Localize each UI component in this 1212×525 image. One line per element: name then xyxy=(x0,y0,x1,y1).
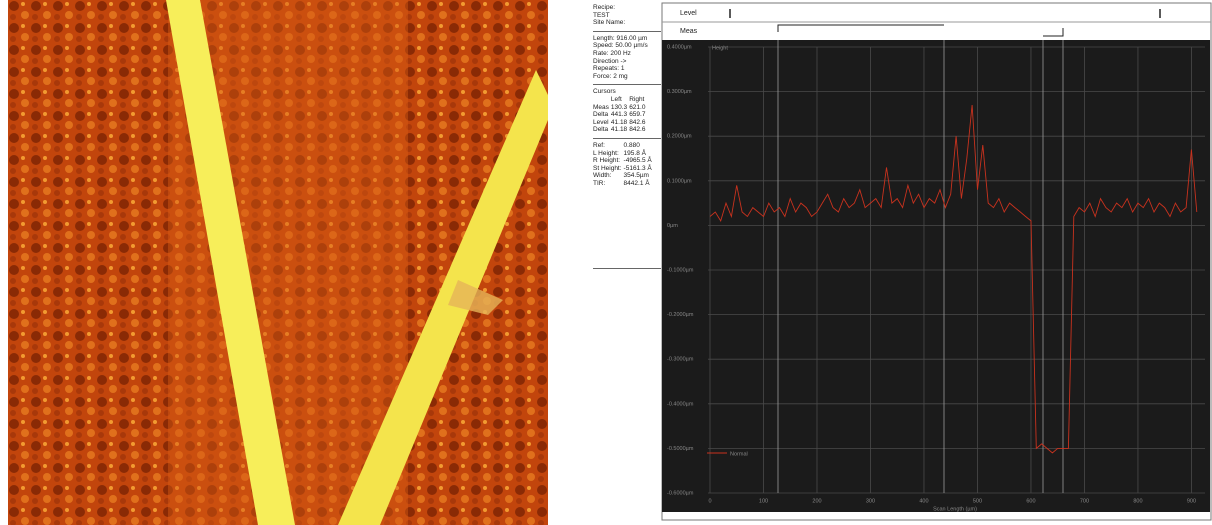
x-tick-label: 800 xyxy=(1133,498,1142,504)
y-tick-label: -0.4000µm xyxy=(667,401,694,407)
y-tick-label: -0.1000µm xyxy=(667,267,694,273)
x-tick-label: 900 xyxy=(1187,498,1196,504)
y-tick-label: 0.2000µm xyxy=(667,134,692,140)
y-tick-label: -0.2000µm xyxy=(667,312,694,318)
x-tick-label: 100 xyxy=(759,498,768,504)
y-tick-label: -0.5000µm xyxy=(667,446,694,452)
profile-chart: Level Meas 0.4000µm 0.3000µm 0.2000µm 0.100… xyxy=(0,0,1212,525)
x-axis-label: Scan Length (µm) xyxy=(933,506,977,512)
x-tick-label: 500 xyxy=(973,498,982,504)
x-tick-label: 400 xyxy=(919,498,928,504)
y-tick-label: 0.1000µm xyxy=(667,178,692,184)
x-tick-label: 200 xyxy=(812,498,821,504)
y-tick-label: -0.6000µm xyxy=(667,490,694,496)
x-tick-label: 700 xyxy=(1080,498,1089,504)
y-axis-label: Height xyxy=(712,45,728,51)
screen: Recipe:TESTSite Name:Length: 916.00 µmSp… xyxy=(0,0,1212,525)
y-tick-label: -0.3000µm xyxy=(667,357,694,363)
y-tick-label: 0.3000µm xyxy=(667,89,692,95)
x-tick-label: 600 xyxy=(1026,498,1035,504)
y-tick-label: 0µm xyxy=(667,223,678,229)
y-tick-label: 0.4000µm xyxy=(667,44,692,50)
x-tick-label: 0 xyxy=(708,498,711,504)
plot-area xyxy=(662,40,1210,512)
x-tick-label: 300 xyxy=(866,498,875,504)
meas-label: Meas xyxy=(680,28,698,35)
legend-label: Normal xyxy=(730,451,748,457)
level-label: Level xyxy=(680,10,697,17)
